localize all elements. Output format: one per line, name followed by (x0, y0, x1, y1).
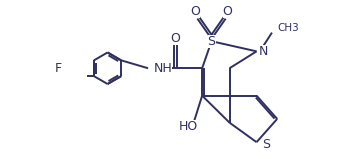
Text: O: O (170, 32, 180, 45)
Text: O: O (223, 5, 233, 18)
Text: CH3: CH3 (277, 23, 299, 33)
Text: N: N (259, 45, 268, 58)
Text: S: S (207, 35, 216, 48)
Text: F: F (55, 62, 62, 75)
Text: S: S (262, 138, 270, 151)
Text: O: O (190, 5, 200, 18)
Text: NH: NH (153, 62, 172, 75)
Text: HO: HO (179, 120, 198, 133)
